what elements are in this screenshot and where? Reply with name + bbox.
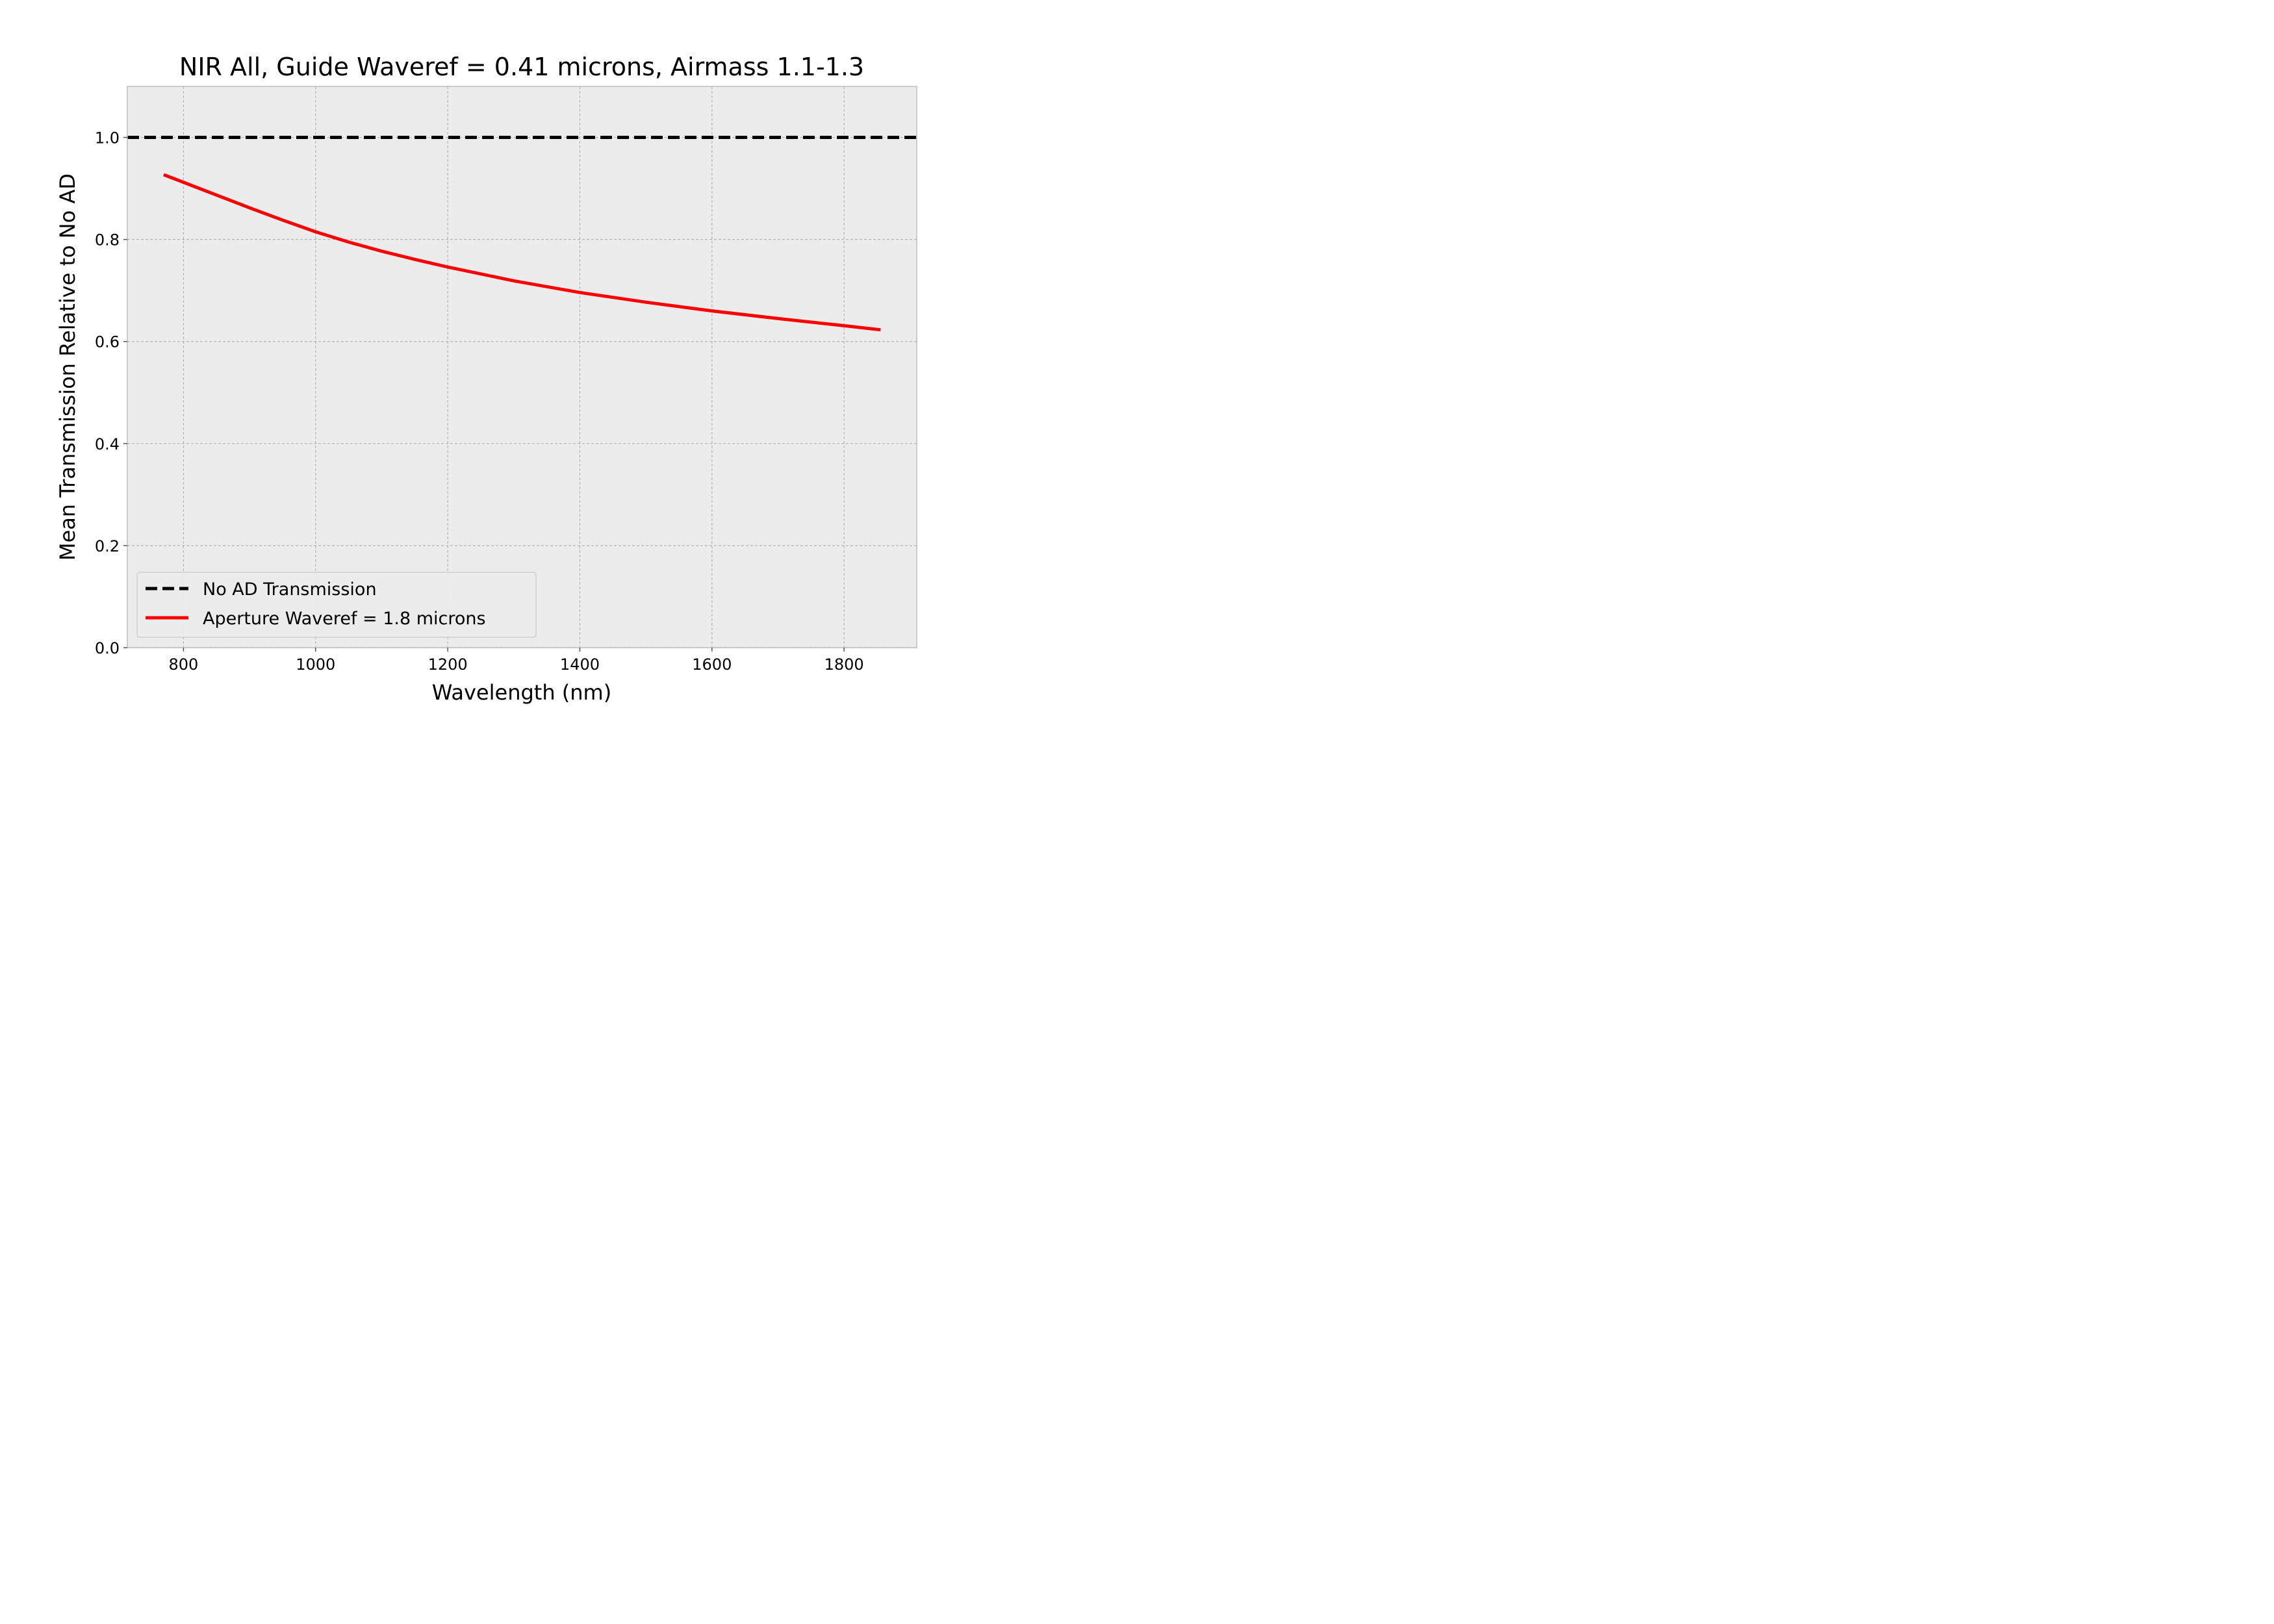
y-tick-label: 0.2 [95,537,120,555]
x-axis-label: Wavelength (nm) [432,680,611,705]
chart: 800 1000 1200 1400 1600 1800 0.0 0.2 0.4 0.6 0.8 1.… [0,0,1006,715]
series-line-1 [163,173,881,332]
series-layer [127,136,917,332]
x-tick-label: 800 [169,655,199,674]
x-tick-label: 1200 [428,655,468,674]
y-tick-label: 0.6 [95,333,120,351]
y-tick-label: 0.4 [95,435,120,453]
legend-label-aperture: Aperture Waveref = 1.8 microns [203,609,486,629]
x-tick-label: 1600 [692,655,732,674]
plot-frame [127,86,917,648]
legend-label-no-ad: No AD Transmission [203,579,377,600]
plot-area [127,86,917,648]
legend: No AD Transmission Aperture Waveref = 1.… [136,572,537,638]
y-axis-label: Mean Transmission Relative to No AD [55,173,80,561]
y-tick-label: 0.0 [95,639,120,657]
y-tick-label: 0.8 [95,231,120,249]
ticks: 800 1000 1200 1400 1600 1800 0.0 0.2 0.4 0.6 0.8 1.… [95,129,864,674]
x-tick-label: 1400 [560,655,600,674]
legend-box [136,572,537,638]
chart-title: NIR All, Guide Waveref = 0.41 microns, A… [179,53,864,81]
x-tick-label: 1000 [296,655,335,674]
grid [127,86,917,648]
y-tick-label: 1.0 [95,129,120,147]
x-tick-label: 1800 [824,655,864,674]
